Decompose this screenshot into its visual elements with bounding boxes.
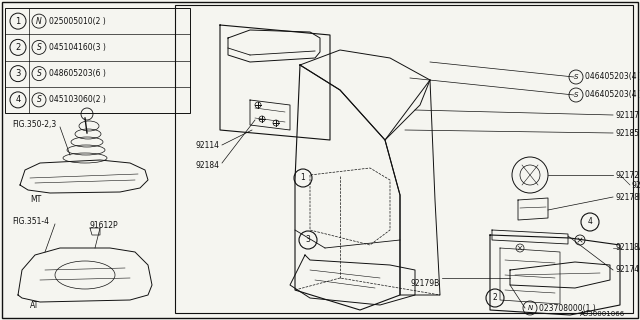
Text: S: S: [36, 69, 42, 78]
Text: 3: 3: [305, 236, 310, 244]
Text: 92178F: 92178F: [615, 193, 640, 202]
Text: 2: 2: [15, 43, 20, 52]
Text: 92185: 92185: [615, 129, 639, 138]
Text: 045104160(3 ): 045104160(3 ): [49, 43, 106, 52]
Text: 92172: 92172: [615, 171, 639, 180]
Text: 046405203(4 ): 046405203(4 ): [585, 73, 640, 82]
Text: N: N: [527, 305, 532, 311]
Text: 92118A: 92118A: [615, 244, 640, 252]
Text: 92111: 92111: [632, 180, 640, 189]
Text: 025005010(2 ): 025005010(2 ): [49, 17, 106, 26]
Text: 045103060(2 ): 045103060(2 ): [49, 95, 106, 104]
Text: N: N: [36, 17, 42, 26]
Bar: [175, 5, 633, 313]
Text: 046405203(4 ): 046405203(4 ): [585, 91, 640, 100]
Text: 2: 2: [493, 293, 497, 302]
Text: 92184: 92184: [196, 161, 220, 170]
Text: 3: 3: [15, 69, 20, 78]
Text: 92114: 92114: [196, 140, 220, 149]
Text: 1: 1: [301, 173, 305, 182]
Text: 92117: 92117: [615, 110, 639, 119]
Text: 1: 1: [15, 17, 20, 26]
Text: A930001066: A930001066: [580, 311, 625, 317]
Text: 023708000(1 ): 023708000(1 ): [539, 303, 596, 313]
Text: S: S: [573, 92, 579, 98]
Text: S: S: [36, 43, 42, 52]
Text: 91612P: 91612P: [90, 220, 118, 229]
Text: S: S: [36, 95, 42, 104]
Text: FIG.350-2,3: FIG.350-2,3: [12, 121, 56, 130]
Text: 92174: 92174: [615, 266, 639, 275]
Text: FIG.351-4: FIG.351-4: [12, 218, 49, 227]
Text: S: S: [573, 74, 579, 80]
Bar: [5, 8, 190, 113]
Text: 4: 4: [588, 218, 593, 227]
Text: 048605203(6 ): 048605203(6 ): [49, 69, 106, 78]
Text: 4: 4: [15, 95, 20, 104]
Text: 92179B: 92179B: [411, 278, 440, 287]
Text: MT: MT: [30, 196, 41, 204]
Text: AT: AT: [30, 300, 39, 309]
